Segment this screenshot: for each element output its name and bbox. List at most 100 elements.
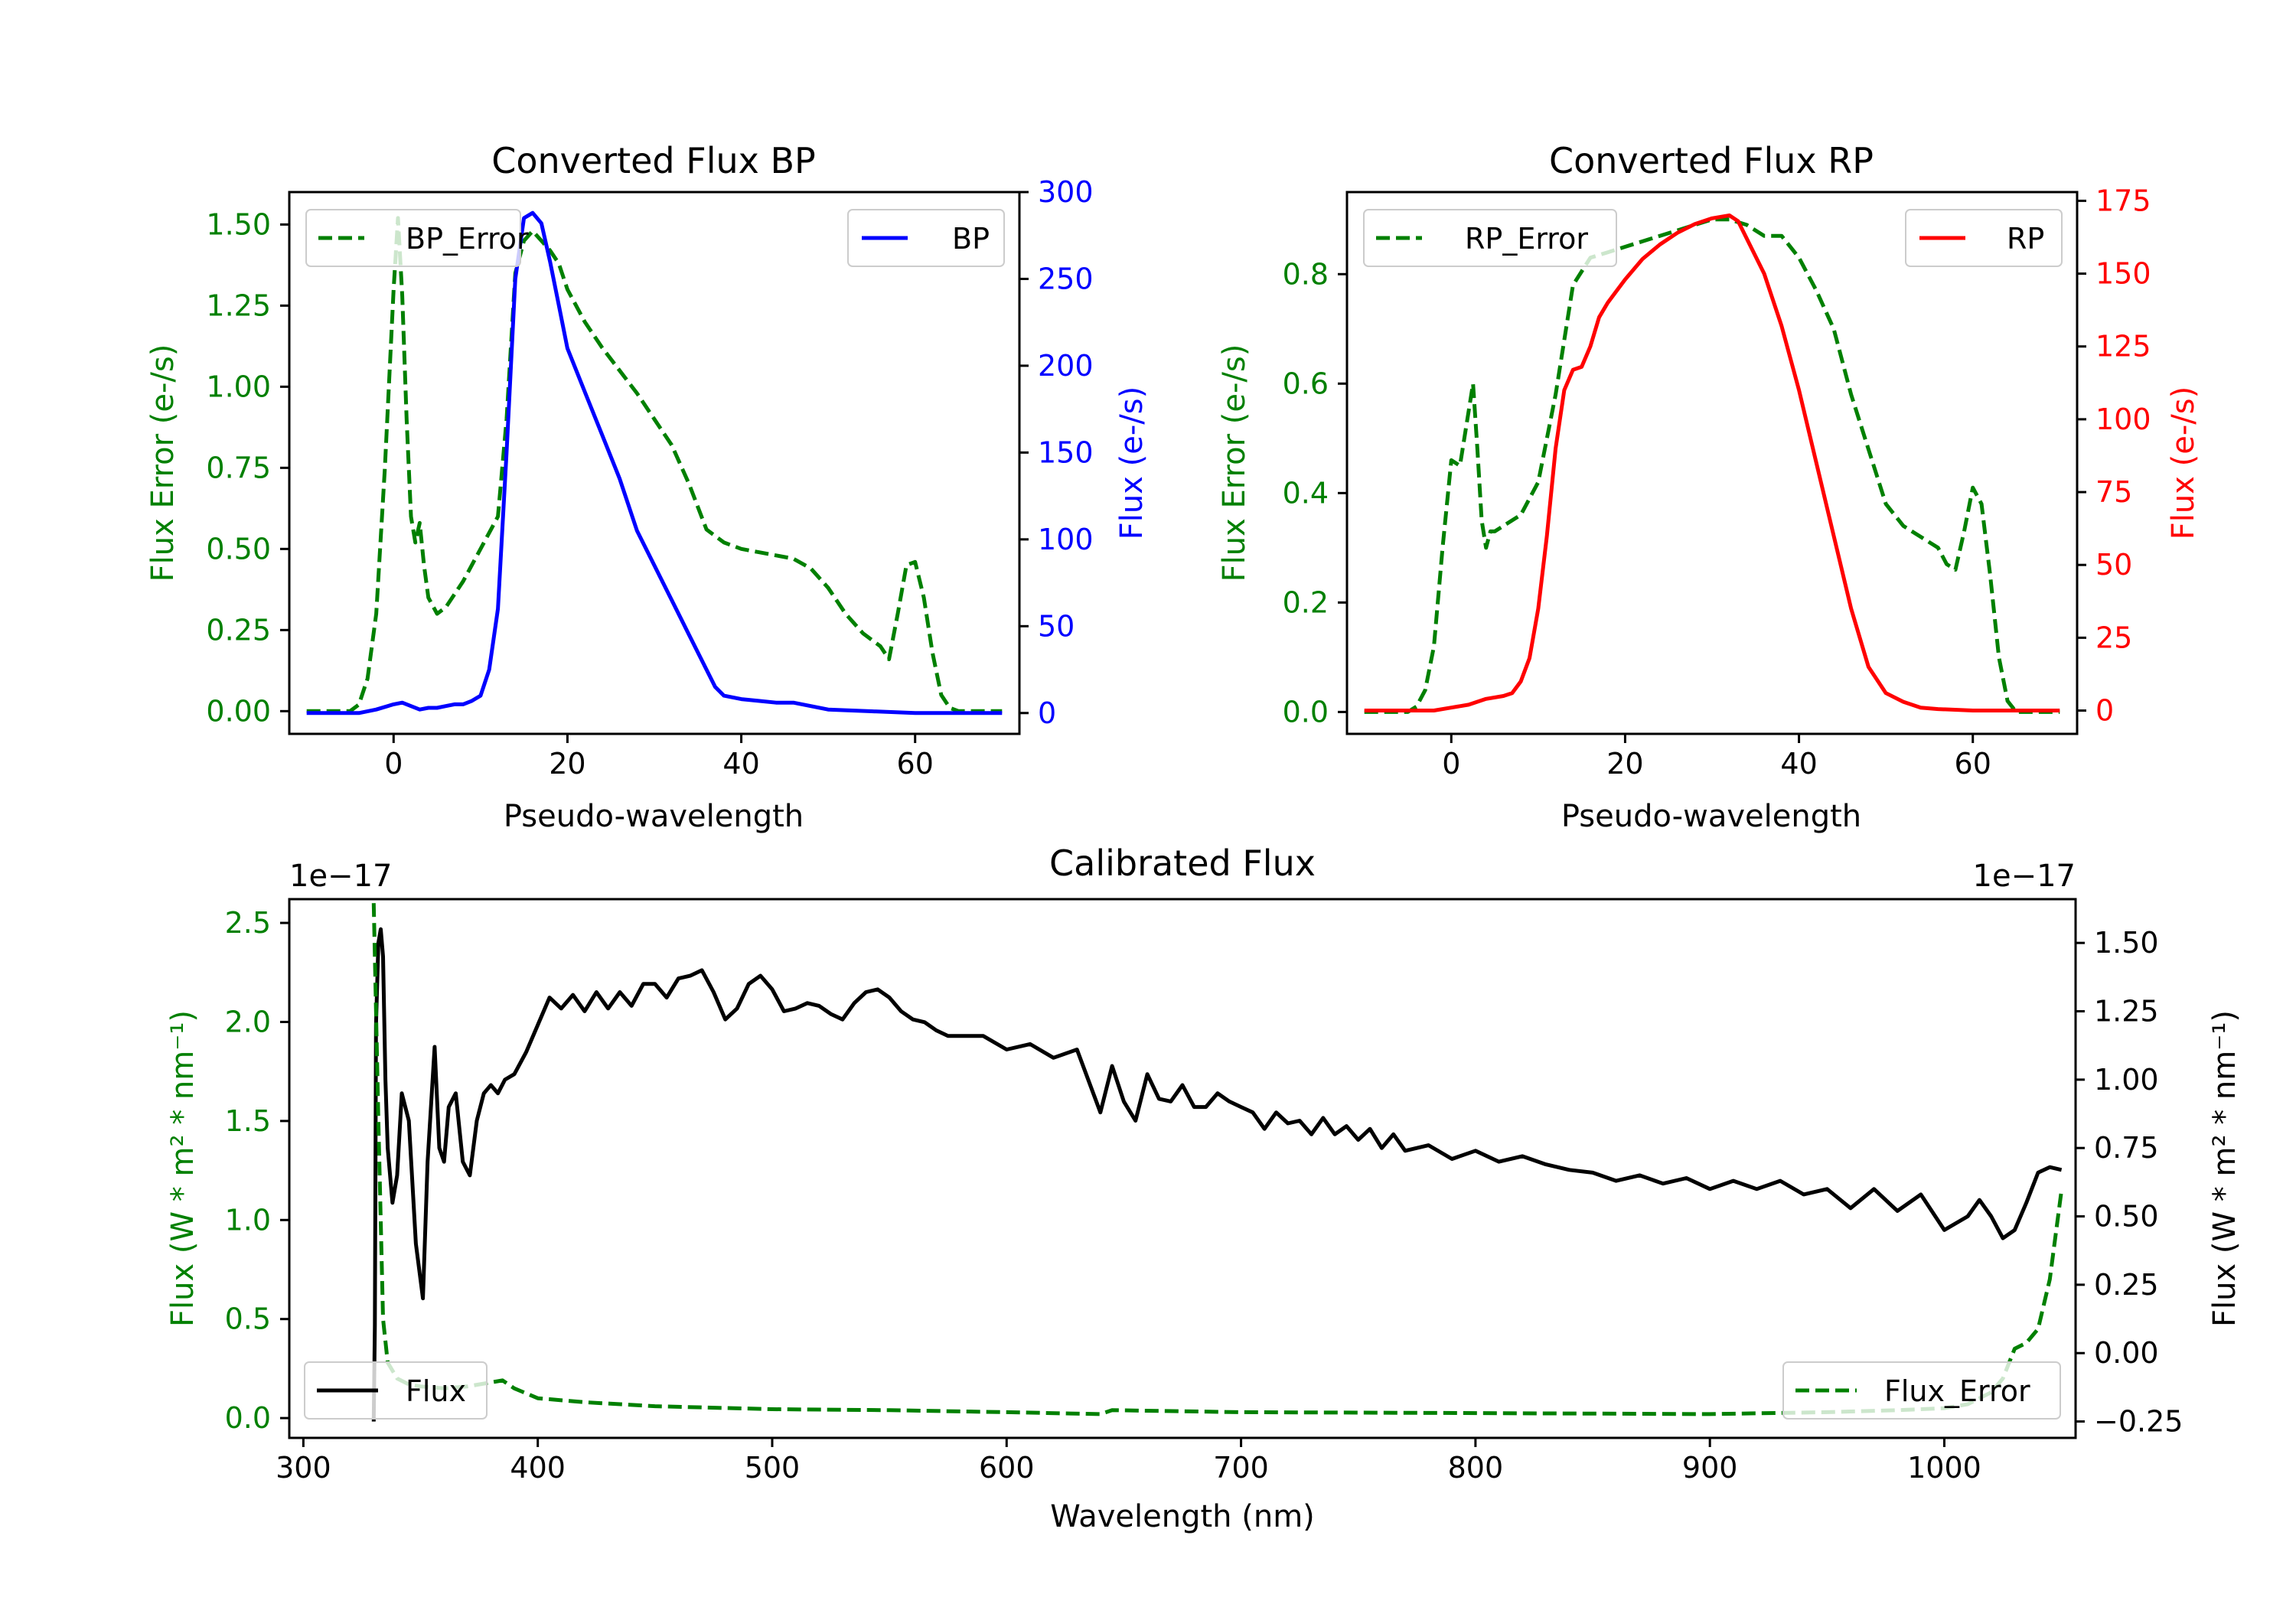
rp-legend: RP (1905, 209, 2063, 267)
calibrated-right-axis-label: Flux (W * m² * nm⁻¹) (2207, 1010, 2242, 1327)
calibrated-error-legend-label: Flux_Error (1884, 1374, 2030, 1408)
calibrated-error-legend-box (1782, 1361, 2061, 1420)
rp-error-legend-label: RP_Error (1465, 222, 1588, 256)
calibrated-flux-legend-label: Flux (406, 1374, 466, 1408)
bp-legend: BP (847, 209, 1005, 267)
bp-series-bp-line (306, 210, 1003, 715)
bp-right-axis-label: Flux (e-/s) (1114, 386, 1150, 539)
bp-x-axis-label: Pseudo-wavelength (504, 799, 804, 834)
calibrated-axes-layer: 300 400 500 600 700 800 900 1000 0.0 0.5 1.0 1.5 2.0… (225, 906, 2183, 1485)
bp-error-legend-box (305, 209, 521, 267)
calibrated-right-y-tick-label: 1.50 (2094, 926, 2159, 960)
rp-x-tick-label: 40 (1780, 747, 1817, 781)
calibrated-title: Calibrated Flux (1049, 843, 1316, 884)
bp-error-legend-label: BP_Error (406, 222, 529, 256)
rp-series-rp-error-line (1364, 217, 2060, 714)
bp-right-y-tick-label: 100 (1038, 523, 1094, 556)
calibrated-left-offset: 1e−17 (289, 859, 392, 894)
rp-x-tick-label: 0 (1442, 747, 1460, 781)
rp-right-y-tick-label: 75 (2095, 475, 2132, 509)
rp-data-layer (1364, 214, 2060, 714)
bp-x-tick-label: 40 (722, 747, 759, 781)
bp-error-legend: BP_Error (305, 209, 529, 267)
rp-x-tick-label: 60 (1955, 747, 1991, 781)
calibrated-x-tick-label: 300 (276, 1451, 331, 1485)
calibrated-x-tick-label: 900 (1682, 1451, 1738, 1485)
calibrated-x-axis-label: Wavelength (nm) (1050, 1499, 1315, 1534)
rp-title: Converted Flux RP (1549, 140, 1874, 181)
rp-series-rp-line (1364, 214, 2060, 712)
calibrated-x-tick-label: 600 (979, 1451, 1035, 1485)
rp-left-y-tick-label: 0.0 (1283, 695, 1329, 729)
calibrated-right-y-tick-label: 0.75 (2094, 1131, 2159, 1165)
rp-axes-frame (1345, 191, 2079, 735)
rp-left-y-tick-label: 0.2 (1283, 585, 1329, 619)
bp-data-layer (306, 210, 1003, 715)
calibrated-right-offset: 1e−17 (1973, 859, 2076, 894)
bp-axes-frame (288, 191, 1021, 735)
rp-left-y-tick-label: 0.8 (1283, 257, 1329, 291)
bp-right-y-tick-label: 150 (1038, 435, 1094, 469)
calibrated-axes-frame (288, 898, 2077, 1439)
bp-left-y-tick-label: 0.25 (206, 613, 271, 647)
bp-x-tick-label: 20 (549, 747, 585, 781)
calibrated-x-tick-label: 700 (1213, 1451, 1269, 1485)
calibrated-right-y-tick-label: 0.25 (2094, 1268, 2159, 1302)
rp-right-axis-label: Flux (e-/s) (2166, 386, 2201, 539)
rp-left-y-tick-label: 0.4 (1283, 476, 1329, 510)
rp-legend-box (1905, 209, 2063, 267)
calibrated-error-legend: Flux_Error (1782, 1361, 2061, 1420)
rp-x-axis-label: Pseudo-wavelength (1561, 799, 1861, 834)
rp-error-legend: RP_Error (1363, 209, 1617, 267)
bp-right-y-tick-label: 200 (1038, 349, 1094, 383)
bp-title: Converted Flux BP (491, 140, 816, 181)
rp-error-legend-box (1363, 209, 1617, 267)
rp-panel: Converted Flux RP RP_Error RP 0 20 40 60 0.0… (1217, 140, 2201, 834)
bp-x-tick-label: 60 (897, 747, 934, 781)
bp-panel: Converted Flux BP BP_Error BP 0 20 40 60 0.0… (145, 140, 1150, 834)
calibrated-right-y-tick-label: 1.25 (2094, 995, 2159, 1028)
rp-right-y-tick-label: 0 (2095, 694, 2114, 728)
calibrated-flux-legend: Flux (304, 1361, 488, 1420)
bp-legend-label: BP (952, 222, 990, 256)
rp-x-tick-label: 20 (1606, 747, 1643, 781)
calibrated-left-y-tick-label: 2.5 (225, 906, 271, 940)
calibrated-right-y-tick-label: 0.50 (2094, 1200, 2159, 1234)
bp-right-y-tick-label: 50 (1038, 609, 1075, 643)
rp-axes-layer: 0 20 40 60 0.0 0.2 0.4 0.6 0.8 0 25 50 75 100 125 150 17… (1283, 184, 2151, 781)
bp-series-bp-error-line (306, 216, 1003, 713)
calibrated-left-y-tick-label: 1.5 (225, 1104, 271, 1138)
rp-right-y-tick-label: 150 (2095, 257, 2151, 291)
calibrated-right-y-tick-label: 1.00 (2094, 1063, 2159, 1097)
calibrated-right-y-tick-label: 0.00 (2094, 1336, 2159, 1370)
calibrated-flux-legend-box (304, 1361, 488, 1420)
calibrated-x-tick-label: 500 (745, 1451, 801, 1485)
rp-left-y-tick-label: 0.6 (1283, 367, 1329, 400)
calibrated-panel: Calibrated Flux 1e−17 1e−17 Flux Flux_Er… (165, 843, 2242, 1534)
rp-right-y-tick-label: 50 (2095, 548, 2132, 582)
bp-left-y-tick-label: 0.00 (206, 694, 271, 728)
rp-legend-label: RP (2007, 222, 2044, 256)
calibrated-left-y-tick-label: 1.0 (225, 1203, 271, 1237)
calibrated-right-y-tick-label: −0.25 (2094, 1405, 2183, 1439)
calibrated-series-flux-line (371, 927, 2063, 1422)
bp-left-y-tick-label: 0.75 (206, 451, 271, 484)
calibrated-left-y-tick-label: 2.0 (225, 1005, 271, 1038)
calibrated-x-tick-label: 400 (510, 1451, 566, 1485)
bp-legend-box (847, 209, 1005, 267)
calibrated-left-y-tick-label: 0.5 (225, 1302, 271, 1336)
rp-left-axis-label: Flux Error (e-/s) (1217, 344, 1252, 582)
calibrated-x-tick-label: 1000 (1907, 1451, 1981, 1485)
bp-left-y-tick-label: 1.25 (206, 288, 271, 322)
bp-right-y-tick-label: 300 (1038, 175, 1094, 209)
calibrated-x-tick-label: 800 (1448, 1451, 1504, 1485)
bp-left-axis-label: Flux Error (e-/s) (145, 344, 181, 582)
rp-right-y-tick-label: 25 (2095, 621, 2132, 654)
bp-left-y-tick-label: 1.50 (206, 207, 271, 241)
bp-axes-layer: 0 20 40 60 0.00 0.25 0.50 0.75 1.00 1.25 1.50 0 50 10… (206, 175, 1093, 781)
bp-right-y-tick-label: 250 (1038, 262, 1094, 295)
bp-x-tick-label: 0 (384, 747, 403, 781)
bp-left-y-tick-label: 1.00 (206, 370, 271, 403)
